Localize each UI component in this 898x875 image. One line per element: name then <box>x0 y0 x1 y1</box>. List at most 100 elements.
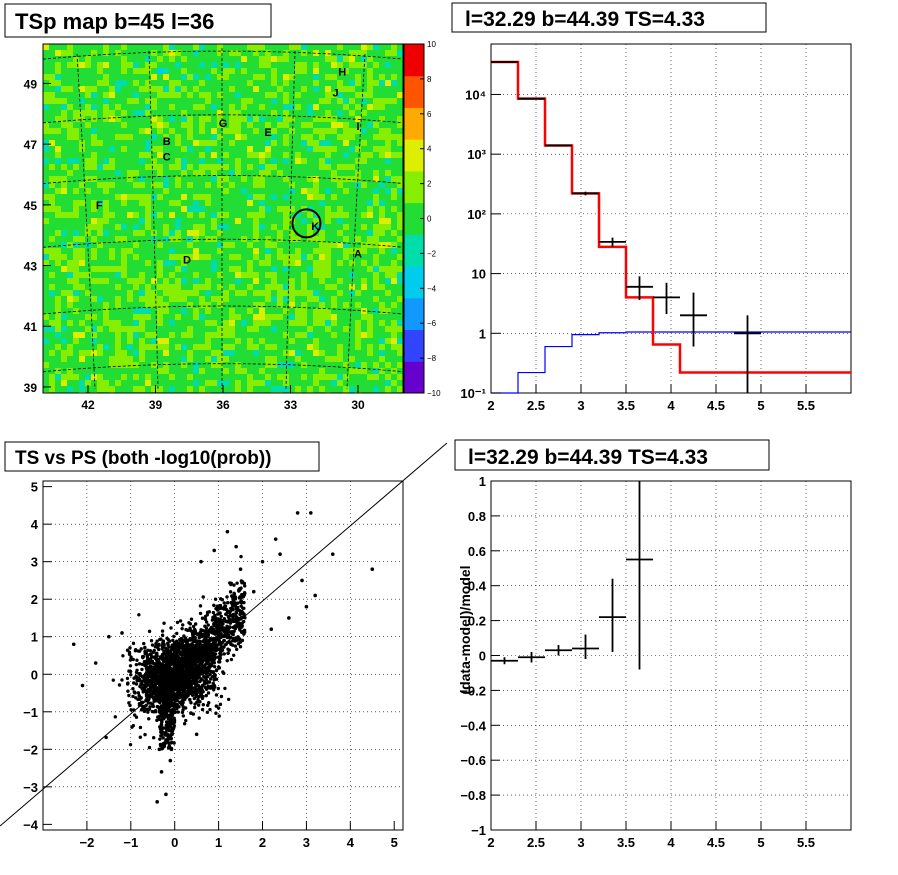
y-tick-label: 10⁻¹ <box>460 386 486 401</box>
heatmap-cell <box>169 254 175 260</box>
heatmap-cell <box>109 320 115 326</box>
heatmap-cell <box>103 206 109 212</box>
heatmap-cell <box>325 308 331 314</box>
heatmap-cell <box>211 104 217 110</box>
heatmap-cell <box>265 374 271 380</box>
heatmap-cell <box>253 332 259 338</box>
heatmap-cell <box>247 194 253 200</box>
heatmap-cell <box>313 350 319 356</box>
heatmap-cell <box>367 314 373 320</box>
heatmap-cell <box>211 92 217 98</box>
heatmap-cell <box>391 122 397 128</box>
heatmap-cell <box>307 374 313 380</box>
heatmap-cell <box>391 200 397 206</box>
heatmap-cell <box>145 122 151 128</box>
heatmap-cell <box>193 296 199 302</box>
heatmap-cell <box>313 332 319 338</box>
heatmap-cell <box>157 140 163 146</box>
heatmap-cell <box>103 266 109 272</box>
heatmap-cell <box>151 194 157 200</box>
heatmap-cell <box>319 368 325 374</box>
heatmap-cell <box>79 272 85 278</box>
heatmap-cell <box>253 242 259 248</box>
scatter-point <box>220 619 225 623</box>
heatmap-cell <box>313 188 319 194</box>
heatmap-cell <box>307 230 313 236</box>
heatmap-cell <box>397 356 403 362</box>
heatmap-cell <box>313 248 319 254</box>
heatmap-cell <box>121 302 127 308</box>
heatmap-cell <box>397 122 403 128</box>
heatmap-cell <box>187 344 193 350</box>
heatmap-cell <box>343 206 349 212</box>
heatmap-cell <box>175 74 181 80</box>
heatmap-cell <box>109 116 115 122</box>
heatmap-cell <box>55 236 61 242</box>
heatmap-cell <box>313 272 319 278</box>
heatmap-cell <box>79 128 85 134</box>
heatmap-cell <box>109 272 115 278</box>
heatmap-cell <box>211 176 217 182</box>
heatmap-cell <box>43 344 49 350</box>
heatmap-cell <box>61 176 67 182</box>
heatmap-cell <box>157 374 163 380</box>
heatmap-cell <box>211 242 217 248</box>
heatmap-cell <box>199 50 205 56</box>
heatmap-cell <box>145 248 151 254</box>
heatmap-cell <box>43 230 49 236</box>
heatmap-cell <box>301 80 307 86</box>
heatmap-cell <box>193 74 199 80</box>
heatmap-cell <box>217 350 223 356</box>
heatmap-cell <box>361 236 367 242</box>
heatmap-cell <box>319 170 325 176</box>
heatmap-cell <box>361 44 367 50</box>
heatmap-cell <box>301 116 307 122</box>
heatmap-cell <box>325 68 331 74</box>
heatmap-cell <box>289 338 295 344</box>
heatmap-cell <box>259 122 265 128</box>
heatmap-cell <box>127 140 133 146</box>
grid-parallel <box>42 363 404 373</box>
heatmap-cell <box>397 134 403 140</box>
heatmap-cell <box>235 302 241 308</box>
heatmap-cell <box>133 158 139 164</box>
heatmap-cell <box>271 92 277 98</box>
heatmap-cell <box>289 314 295 320</box>
heatmap-cell <box>217 248 223 254</box>
heatmap-cell <box>367 374 373 380</box>
heatmap-cell <box>211 308 217 314</box>
heatmap-cell <box>325 50 331 56</box>
coord-grid <box>42 48 404 390</box>
heatmap-cell <box>199 80 205 86</box>
heatmap-cell <box>169 68 175 74</box>
heatmap-cell <box>325 80 331 86</box>
heatmap-cell <box>235 254 241 260</box>
heatmap-cell <box>295 152 301 158</box>
heatmap-cell <box>103 386 109 392</box>
heatmap-cell <box>139 314 145 320</box>
heatmap-cell <box>181 356 187 362</box>
heatmap-cell <box>325 110 331 116</box>
heatmap-cell <box>85 152 91 158</box>
heatmap-cell <box>43 368 49 374</box>
heatmap-cell <box>55 308 61 314</box>
heatmap-cell <box>349 176 355 182</box>
heatmap-cell <box>247 236 253 242</box>
heatmap-cell <box>181 194 187 200</box>
heatmap-cell <box>61 218 67 224</box>
heatmap-cell <box>211 278 217 284</box>
heatmap-cell <box>109 206 115 212</box>
heatmap-cell <box>145 356 151 362</box>
heatmap-cell <box>223 116 229 122</box>
heatmap-cell <box>73 248 79 254</box>
heatmap-cell <box>247 254 253 260</box>
heatmap-cell <box>55 386 61 392</box>
heatmap-cell <box>133 380 139 386</box>
heatmap-cell <box>145 158 151 164</box>
heatmap-cell <box>97 116 103 122</box>
heatmap-cell <box>157 380 163 386</box>
heatmap-cell <box>247 86 253 92</box>
heatmap-cell <box>139 332 145 338</box>
heatmap-cell <box>295 308 301 314</box>
heatmap-cell <box>205 146 211 152</box>
